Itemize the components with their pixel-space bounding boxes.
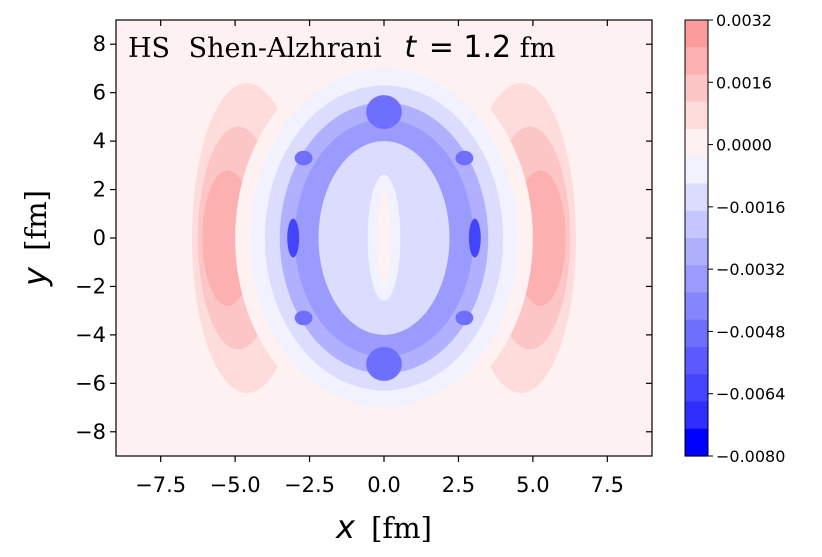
- contour-region-19: [455, 150, 474, 166]
- x-axis-label: x [fm]: [335, 508, 432, 546]
- contour-region-20: [294, 310, 313, 326]
- contour-region-13: [377, 189, 391, 287]
- colorbar-band: [685, 210, 708, 239]
- contour-region-21: [455, 310, 474, 326]
- colorbar-band: [685, 101, 708, 130]
- contour-region-18: [294, 150, 313, 166]
- y-axis-var: y: [16, 266, 54, 287]
- x-axis-unit: [fm]: [371, 511, 432, 545]
- x-axis-ticks: −7.5 −5.0 −2.5 0.0 2.5 5.0 7.5: [135, 20, 624, 497]
- contour-regions: [191, 53, 577, 423]
- y-tick-label: 6: [93, 81, 106, 105]
- x-tick-label: 5.0: [516, 473, 549, 497]
- x-tick-label: 2.5: [442, 473, 475, 497]
- y-axis-ticks: −8 −6 −4 −2 0 2 4 6 8: [75, 32, 652, 444]
- title-time-value: = 1.2: [429, 30, 511, 65]
- y-tick-label: −4: [75, 323, 106, 347]
- colorbar-band: [685, 401, 708, 430]
- colorbar-band: [685, 20, 708, 48]
- y-tick-label: −6: [75, 371, 106, 395]
- title-model: HS: [128, 33, 170, 64]
- colorbar-tick-label: −0.0016: [716, 198, 785, 217]
- colorbar-band: [685, 319, 708, 348]
- colorbar-ticks: 0.0032 0.0016 0.0000 −0.0016 −0.0032 −0.0048 −…: [708, 11, 785, 466]
- colorbar-band: [685, 374, 708, 403]
- x-tick-label: 0.0: [367, 473, 400, 497]
- contour-region-16: [287, 218, 300, 258]
- colorbar-band: [685, 292, 708, 321]
- x-tick-label: −7.5: [135, 473, 186, 497]
- contour-region-17: [468, 218, 481, 258]
- colorbar-tick-label: −0.0032: [716, 260, 785, 279]
- colorbar-tick-label: −0.0048: [716, 322, 785, 341]
- colorbar-tick-label: 0.0032: [716, 11, 772, 30]
- colorbar-band: [685, 74, 708, 103]
- colorbar-band: [685, 265, 708, 294]
- colorbar-tick-label: 0.0016: [716, 73, 772, 92]
- y-axis-label-group: y [fm]: [16, 190, 54, 287]
- title-time-unit: fm: [520, 33, 556, 64]
- y-tick-label: 2: [93, 178, 106, 202]
- colorbar-band: [685, 347, 708, 375]
- colorbar-tick-label: 0.0000: [716, 136, 772, 155]
- colorbar-band: [685, 156, 708, 185]
- title-eos: Shen-Alzhrani: [189, 33, 383, 64]
- colorbar: [685, 20, 708, 457]
- colorbar-band: [685, 238, 708, 266]
- colorbar-frame: [684, 19, 709, 457]
- y-tick-label: 0: [93, 226, 106, 250]
- y-tick-label: −2: [75, 274, 106, 298]
- y-axis-label: y [fm]: [16, 190, 54, 287]
- chart-title: HS Shen-Alzhrani t = 1.2 fm: [128, 30, 555, 65]
- colorbar-band: [685, 183, 708, 212]
- colorbar-band: [685, 47, 708, 76]
- x-tick-label: 7.5: [591, 473, 624, 497]
- title-time-var: t: [404, 30, 417, 65]
- y-axis-unit: [fm]: [19, 190, 53, 251]
- contour-region-14: [366, 95, 402, 129]
- x-tick-label: −5.0: [210, 473, 261, 497]
- colorbar-band: [685, 129, 708, 157]
- colorbar-tick-label: −0.0064: [716, 385, 785, 404]
- y-tick-label: −8: [75, 420, 106, 444]
- colorbar-tick-label: −0.0080: [716, 447, 785, 466]
- x-tick-label: −2.5: [284, 473, 335, 497]
- y-tick-label: 4: [93, 129, 106, 153]
- x-axis-var: x: [335, 508, 356, 546]
- contour-region-15: [366, 347, 402, 381]
- y-tick-label: 8: [93, 32, 106, 56]
- colorbar-band: [685, 428, 708, 457]
